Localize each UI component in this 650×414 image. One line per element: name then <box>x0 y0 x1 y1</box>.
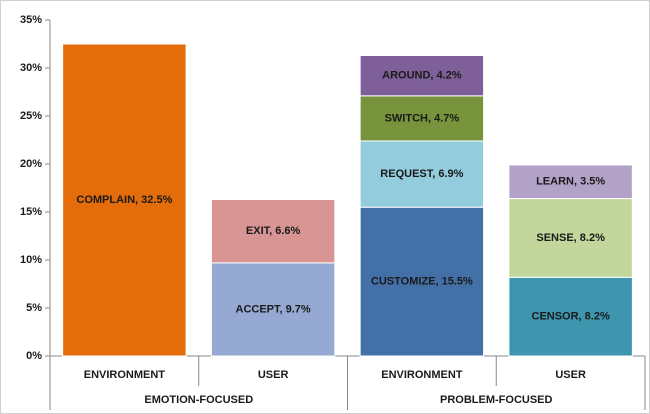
y-tick-label: 0% <box>26 350 42 362</box>
x-tick-label: USER <box>555 369 586 381</box>
y-tick-label: 35% <box>20 14 42 26</box>
data-label: REQUEST, 6.9% <box>380 168 463 180</box>
x-tick-label: ENVIRONMENT <box>381 369 463 381</box>
data-label: CUSTOMIZE, 15.5% <box>371 276 473 288</box>
y-tick-label: 25% <box>20 110 42 122</box>
data-label: AROUND, 4.2% <box>382 70 462 82</box>
data-label: CENSOR, 8.2% <box>532 311 610 323</box>
group-label: EMOTION-FOCUSED <box>144 394 253 406</box>
x-tick-label: USER <box>258 369 289 381</box>
bar-segment <box>62 43 187 357</box>
data-label: COMPLAIN, 32.5% <box>76 194 172 206</box>
y-tick-label: 10% <box>20 254 42 266</box>
y-tick-label: 30% <box>20 62 42 74</box>
bar-segment <box>210 199 336 264</box>
data-label: EXIT, 6.6% <box>246 225 301 237</box>
data-label: LEARN, 3.5% <box>536 176 605 188</box>
data-label: SENSE, 8.2% <box>536 232 605 244</box>
y-tick-label: 20% <box>20 158 42 170</box>
bar-segment <box>508 164 633 200</box>
x-tick-label: ENVIRONMENT <box>84 369 166 381</box>
bar-segment <box>508 276 633 357</box>
data-label: SWITCH, 4.7% <box>385 112 460 124</box>
y-tick-label: 5% <box>26 302 42 314</box>
bar-segment <box>359 140 485 208</box>
bar-segment <box>359 206 485 357</box>
data-label: ACCEPT, 9.7% <box>236 303 311 315</box>
bar-segment <box>210 262 336 357</box>
bar-segment <box>359 95 485 142</box>
group-label: PROBLEM-FOCUSED <box>440 394 553 406</box>
bar-segment <box>508 198 633 278</box>
bar-segment <box>359 55 485 97</box>
y-tick-label: 15% <box>20 206 42 218</box>
